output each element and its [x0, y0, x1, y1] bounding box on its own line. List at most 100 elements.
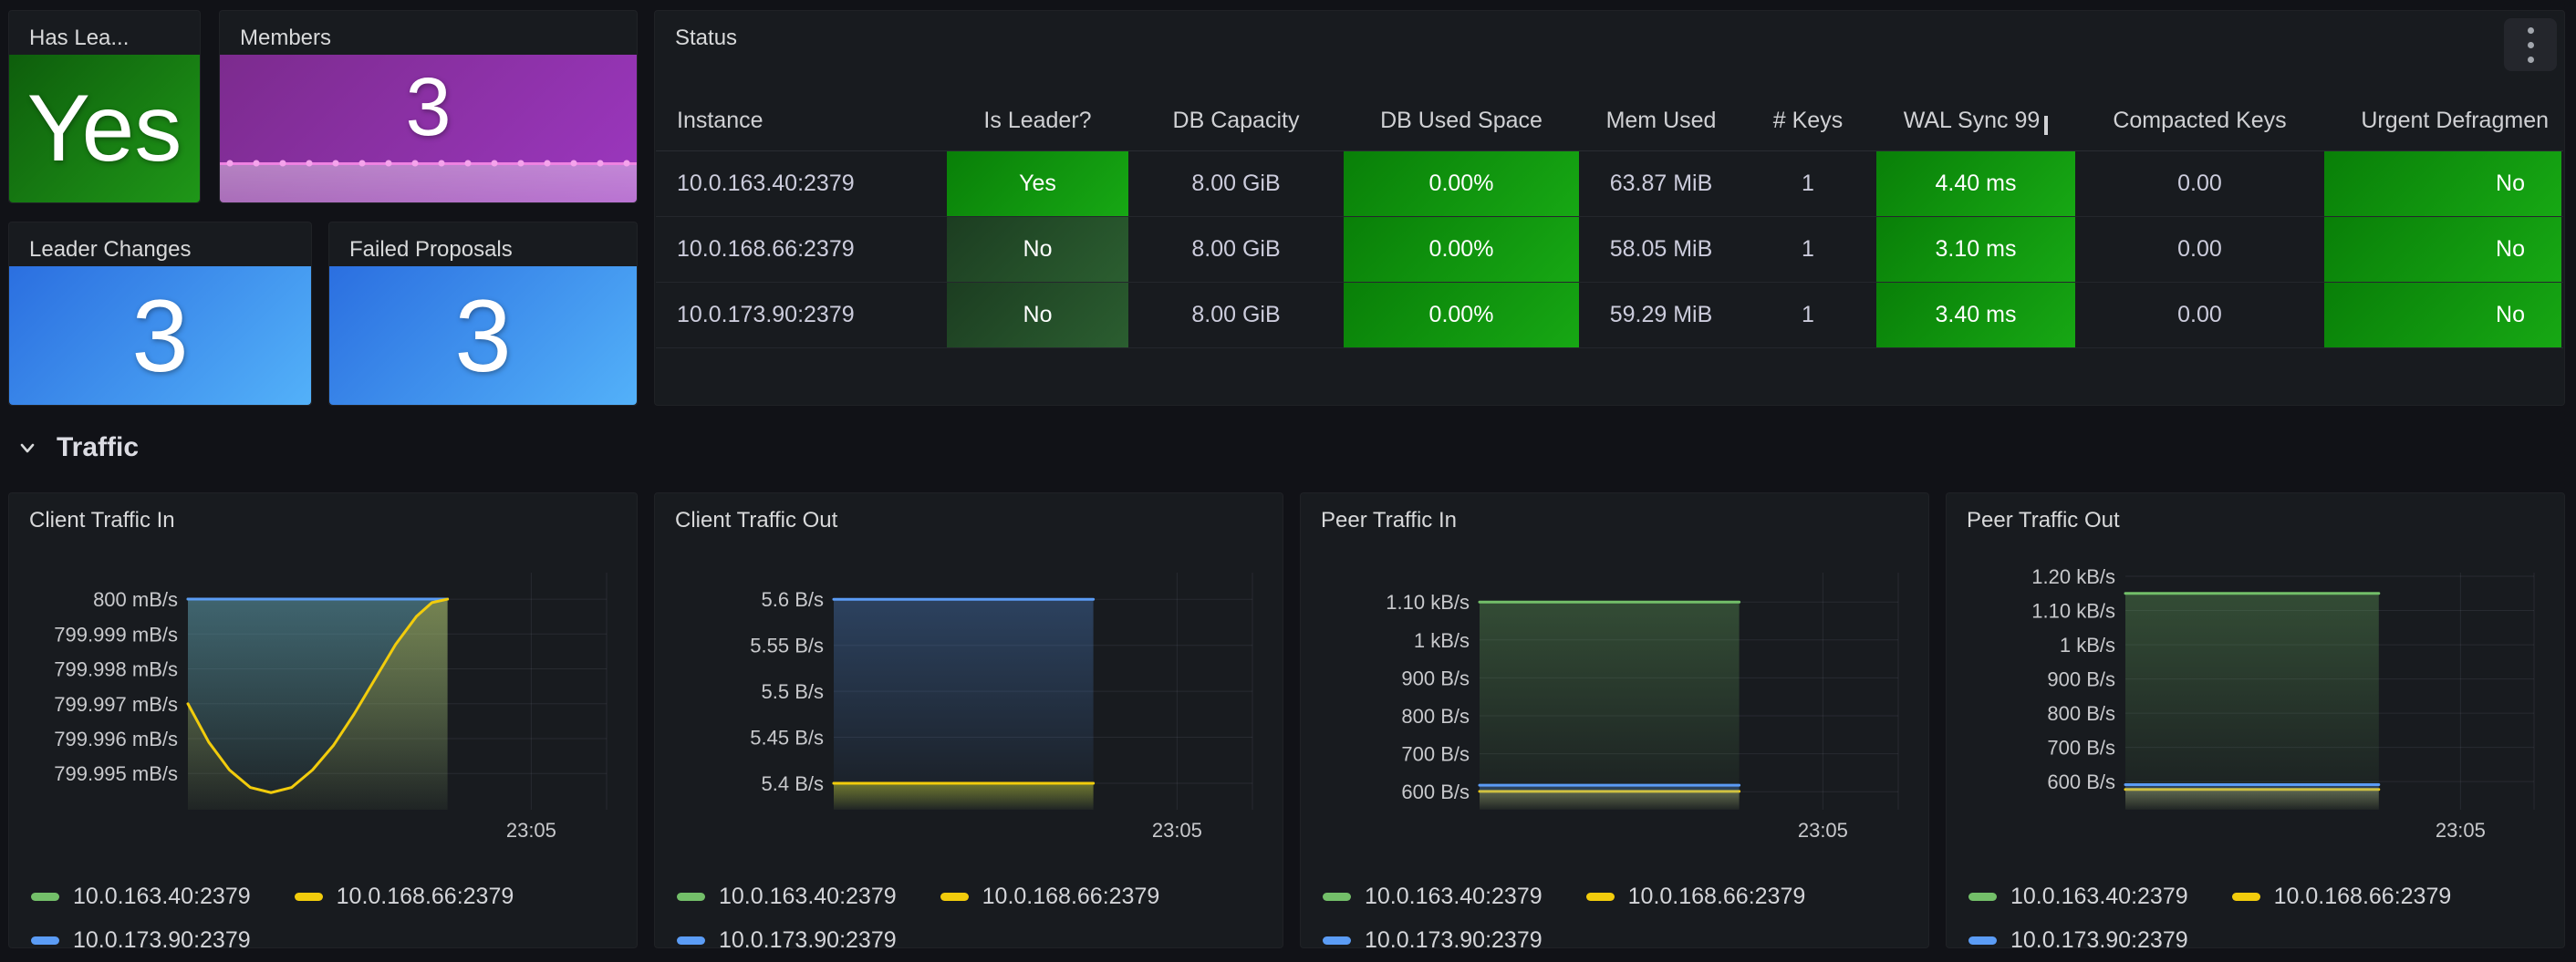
x-axis-label: 23:05	[1798, 819, 1848, 842]
legend-series-label: 10.0.163.40:2379	[1365, 883, 1542, 909]
panel-client-traffic-out: Client Traffic Out 5.6 B/s 5.55 B/s 5.5 B/…	[654, 492, 1284, 953]
column-header-db-used-space[interactable]: DB Used Space	[1380, 108, 1542, 133]
column-header-is-leader[interactable]: Is Leader?	[983, 108, 1092, 133]
panel-title[interactable]: Status	[675, 26, 738, 50]
svg-text:1.20 kB/s: 1.20 kB/s	[2031, 565, 2115, 588]
legend-row: 10.0.163.40:2379 10.0.168.66:2379	[1323, 874, 1919, 918]
table-row: 10.0.163.40:2379 Yes 8.00 GiB 0.00% 63.8…	[656, 151, 2563, 217]
column-header-instance[interactable]: Instance	[677, 108, 763, 133]
svg-text:700 B/s: 700 B/s	[2047, 737, 2115, 760]
panel-title[interactable]: Peer Traffic Out	[1967, 508, 2120, 533]
truncated-glyph	[2044, 116, 2049, 135]
svg-text:800 B/s: 800 B/s	[2047, 702, 2115, 725]
stat-value: 3	[405, 61, 452, 153]
panel-leader-changes: Leader Changes 3	[8, 222, 312, 406]
legend-item[interactable]: 10.0.163.40:2379	[31, 884, 251, 910]
stat-background: 3	[9, 266, 311, 405]
panel-client-traffic-in: Client Traffic In 800 mB/s 799.999 mB/s 79…	[8, 492, 639, 953]
panel-title[interactable]: Peer Traffic In	[1321, 508, 1457, 533]
legend-item[interactable]: 10.0.173.90:2379	[1323, 927, 1542, 954]
column-header-mem-used[interactable]: Mem Used	[1605, 108, 1717, 133]
legend-item[interactable]: 10.0.168.66:2379	[294, 884, 514, 910]
panel-title[interactable]: Leader Changes	[29, 237, 192, 262]
panel-title[interactable]: Client Traffic Out	[675, 508, 838, 533]
legend-series-label: 10.0.168.66:2379	[2273, 883, 2452, 909]
cell-keys: 1	[1802, 171, 1814, 196]
chart-canvas[interactable]: 1.10 kB/s 1 kB/s 900 B/s 800 B/s 700 B/s 600 …	[1301, 559, 1930, 869]
cell-keys: 1	[1802, 302, 1814, 327]
legend-item[interactable]: 10.0.168.66:2379	[2231, 883, 2452, 910]
column-header-db-capacity[interactable]: DB Capacity	[1172, 108, 1300, 133]
x-axis-label: 23:05	[1152, 819, 1202, 842]
panel-peer-traffic-out: Peer Traffic Out 1.20 kB/s 1.10 kB/s 1 kB/…	[1946, 492, 2566, 953]
cell-keys: 1	[1802, 236, 1814, 262]
section-traffic-toggle[interactable]: Traffic	[16, 427, 139, 469]
table-row: 10.0.173.90:2379 No 8.00 GiB 0.00% 59.29…	[656, 283, 2563, 348]
chevron-down-icon	[20, 443, 35, 453]
cell-wal-sync: 3.10 ms	[1876, 217, 2075, 282]
svg-text:800 B/s: 800 B/s	[1401, 705, 1470, 728]
column-header-wal-sync[interactable]: WAL Sync 99	[1876, 91, 2075, 150]
legend-row: 10.0.173.90:2379	[677, 918, 1273, 962]
stat-value: 3	[454, 278, 512, 393]
column-header-urgent-defrag[interactable]: Urgent Defragmen	[2361, 108, 2549, 133]
stat-background: 3	[329, 266, 637, 405]
column-header-wal-sync-label: WAL Sync 99	[1903, 108, 2041, 133]
legend-series-marker	[1968, 892, 1997, 901]
panel-title[interactable]: Failed Proposals	[349, 237, 513, 262]
cell-compacted: 0.00	[2177, 171, 2222, 196]
legend-series-label: 10.0.168.66:2379	[1627, 883, 1806, 909]
series-10.0.163.40:2379	[2124, 592, 2381, 810]
legend-series-marker	[1585, 892, 1615, 901]
cell-is-leader: No	[947, 283, 1128, 347]
x-axis-label: 23:05	[2436, 819, 2486, 842]
panel-title[interactable]: Members	[240, 26, 332, 50]
column-header-keys[interactable]: # Keys	[1772, 108, 1844, 133]
panel-members: Members 3	[219, 10, 638, 203]
panel-menu-button[interactable]	[2504, 18, 2557, 71]
svg-text:900 B/s: 900 B/s	[2047, 668, 2115, 691]
chart-legend: 10.0.163.40:2379 10.0.168.66:2379 10.0.173…	[31, 874, 628, 962]
stat-value: 3	[131, 278, 189, 393]
legend-item[interactable]: 10.0.168.66:2379	[940, 883, 1160, 910]
legend-item[interactable]: 10.0.163.40:2379	[677, 884, 897, 910]
cell-db-used: 0.00%	[1344, 151, 1579, 216]
cell-instance: 10.0.163.40:2379	[677, 171, 855, 196]
panel-peer-traffic-in: Peer Traffic In 1.10 kB/s 1 kB/s 900 B/s 80…	[1300, 492, 1930, 953]
series-10.0.173.90:2379	[832, 597, 1096, 810]
cell-db-used: 0.00%	[1344, 217, 1579, 282]
legend-item[interactable]: 10.0.173.90:2379	[677, 927, 897, 954]
svg-text:600 B/s: 600 B/s	[1401, 781, 1470, 803]
legend-series-label: 10.0.173.90:2379	[1365, 926, 1542, 953]
column-header-compacted-keys[interactable]: Compacted Keys	[2113, 108, 2287, 133]
chart-canvas[interactable]: 800 mB/s 799.999 mB/s 799.998 mB/s 799.997 …	[9, 559, 639, 869]
panel-failed-proposals: Failed Proposals 3	[328, 222, 638, 406]
chart-canvas[interactable]: 1.20 kB/s 1.10 kB/s 1 kB/s 900 B/s 800 B/s 70…	[1947, 559, 2566, 869]
chart-legend: 10.0.163.40:2379 10.0.168.66:2379 10.0.173…	[1968, 874, 2555, 962]
legend-series-marker	[31, 892, 59, 901]
panel-title[interactable]: Has Lea...	[29, 26, 130, 50]
y-axis-labels: 5.6 B/s 5.55 B/s 5.5 B/s 5.45 B/s 5.4 B/s	[750, 588, 824, 795]
series-10.0.168.66:2379	[186, 597, 450, 810]
legend-series-marker	[294, 892, 323, 901]
svg-text:5.5 B/s: 5.5 B/s	[762, 680, 824, 703]
cell-db-used: 0.00%	[1344, 283, 1579, 347]
stat-background: 3	[220, 55, 637, 202]
chart-legend: 10.0.163.40:2379 10.0.168.66:2379 10.0.173…	[677, 874, 1273, 962]
legend-series-label: 10.0.168.66:2379	[982, 883, 1160, 909]
legend-item[interactable]: 10.0.163.40:2379	[1968, 884, 2188, 910]
legend-item[interactable]: 10.0.173.90:2379	[31, 927, 251, 954]
chart-canvas[interactable]: 5.6 B/s 5.55 B/s 5.5 B/s 5.45 B/s 5.4 B/s 23:…	[655, 559, 1284, 869]
series-10.0.168.66:2379	[832, 781, 1096, 810]
legend-item[interactable]: 10.0.163.40:2379	[1323, 884, 1542, 910]
legend-series-label: 10.0.163.40:2379	[719, 883, 897, 909]
legend-series-marker	[940, 892, 969, 901]
cell-db-capacity: 8.00 GiB	[1191, 171, 1281, 196]
cell-db-capacity: 8.00 GiB	[1191, 302, 1281, 327]
legend-item[interactable]: 10.0.173.90:2379	[1968, 927, 2188, 954]
legend-item[interactable]: 10.0.168.66:2379	[1585, 883, 1806, 910]
svg-text:700 B/s: 700 B/s	[1401, 743, 1470, 766]
legend-series-marker	[1323, 892, 1351, 901]
legend-row: 10.0.163.40:2379 10.0.168.66:2379	[677, 874, 1273, 918]
panel-title[interactable]: Client Traffic In	[29, 508, 175, 533]
